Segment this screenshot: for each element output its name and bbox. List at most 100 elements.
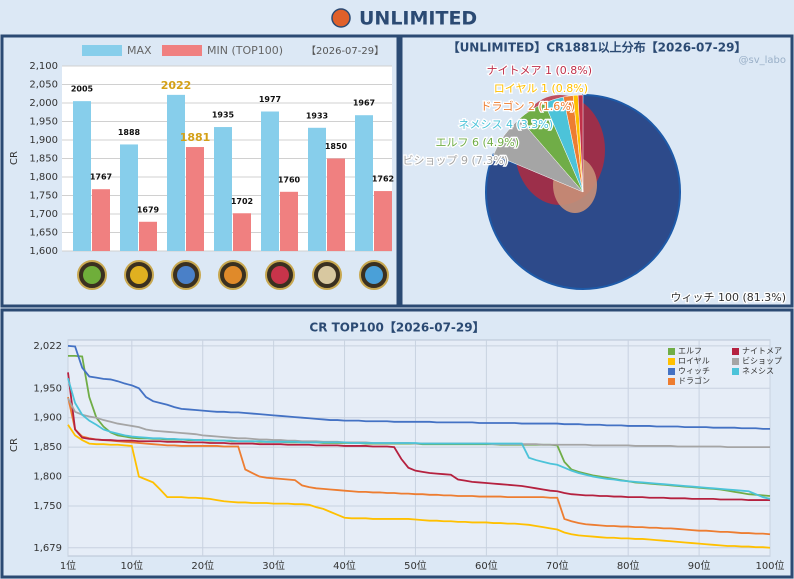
legend-swatch [668,378,675,385]
bar-value-label: 1977 [259,95,281,104]
pie-slice [577,94,584,193]
x-tick-label: 60位 [475,559,498,572]
legend-swatch [162,45,202,56]
bar [261,111,279,251]
legend-swatch [732,348,739,355]
pie-label: ロイヤル 1 (0.8%) [494,82,588,95]
bar [139,221,157,251]
bar-value-label: 1888 [118,128,141,137]
series-line [67,372,770,501]
x-tick-label: 50位 [404,559,427,572]
bar [214,127,232,251]
pie-label: エルフ 6 (4.9%) [435,136,519,149]
y-tick-label: 1,950 [29,117,58,128]
bar-value-label: 1881 [180,131,211,144]
pie-label: ドラゴン 2 (1.6%) [480,99,575,113]
x-tick-label: 70位 [546,559,569,572]
bar-value-label: 2005 [71,85,94,94]
bar-value-label: 1679 [137,205,160,214]
bar-value-label: 1760 [278,175,301,184]
x-tick-label: 1位 [60,559,76,572]
bar-value-label: 1935 [212,111,235,120]
y-tick-label: 1,900 [33,413,62,424]
y-tick-label: 1,950 [33,383,62,394]
legend-label: ナイトメア [742,347,782,356]
series-line [67,344,770,430]
legend-label: ネメシス [742,367,774,376]
y-tick-label: 2,022 [33,341,62,352]
legend-swatch [732,358,739,365]
x-tick-label: 30位 [262,559,285,572]
pie-label: ナイトメア 1 (0.8%) [486,64,592,77]
bar [120,144,138,251]
x-tick-label: 100位 [755,559,784,572]
y-axis-label: CR [9,151,20,165]
bar-value-label: 1762 [372,175,394,184]
legend-label: ロイヤル [678,357,710,366]
class-icon [177,266,195,284]
logo-icon [331,8,351,28]
bar-subtitle: 【2026-07-29】 [306,45,384,57]
bar-value-label: 1967 [353,99,375,108]
legend-label: ドラゴン [678,376,710,386]
bar-value-label: 1933 [306,111,328,120]
legend-label: MAX [127,44,152,57]
class-icon [130,266,148,284]
series-line [67,378,771,500]
legend-swatch [668,348,675,355]
pie-label: ウィッチ 100 (81.3%) [670,291,786,304]
y-tick-label: 1,850 [33,442,62,453]
y-tick-label: 1,900 [29,135,58,146]
y-tick-label: 1,700 [29,209,58,220]
class-icon [83,266,101,284]
y-tick-label: 2,000 [29,98,58,109]
legend-swatch [668,358,675,365]
class-icon [318,266,336,284]
series-line [67,424,771,549]
legend-label: MIN (TOP100) [207,44,283,57]
y-tick-label: 1,750 [29,191,58,202]
y-tick-label: 2,050 [29,80,58,91]
y-tick-label: 1,600 [29,246,58,257]
bar [308,127,326,251]
legend-swatch [82,45,122,56]
y-tick-label: 2,100 [29,61,58,72]
y-tick-label: 1,800 [33,472,62,483]
bar [233,213,251,251]
class-icon [224,266,242,284]
x-tick-label: 40位 [333,559,356,572]
bar-value-label: 2022 [161,79,192,92]
y-axis-label: CR [9,438,20,452]
pie-title: 【UNLIMITED】CR1881以上分布【2026-07-29】 [448,40,747,55]
bar [280,191,298,251]
legend-label: ウィッチ [678,367,710,376]
legend-swatch [732,368,739,375]
x-tick-label: 20位 [191,559,214,572]
bar-value-label: 1850 [325,142,348,151]
bar [186,147,204,251]
line-title: CR TOP100【2026-07-29】 [309,320,484,335]
bar [73,101,91,252]
y-tick-label: 1,679 [33,543,62,554]
pie-label: ビショップ 9 (7.3%) [402,154,508,167]
watermark: @sv_labo [739,55,787,66]
y-tick-label: 1,650 [29,228,58,239]
y-tick-label: 1,750 [33,501,62,512]
x-tick-label: 10位 [120,559,143,572]
pie-label: ネメシス 4 (3.3%) [458,118,553,131]
bar [374,191,392,251]
legend-label: ビショップ [742,357,782,366]
legend-label: エルフ [678,347,702,356]
y-tick-label: 1,800 [29,172,58,183]
bar [167,94,185,251]
series-line [67,396,771,536]
class-icon [365,266,383,284]
bar-value-label: 1702 [231,197,253,206]
class-icon [271,266,289,284]
bar [92,189,110,251]
page-title: UNLIMITED [359,8,477,30]
y-tick-label: 1,850 [29,154,58,165]
bar [327,158,345,251]
bar-value-label: 1767 [90,173,112,182]
